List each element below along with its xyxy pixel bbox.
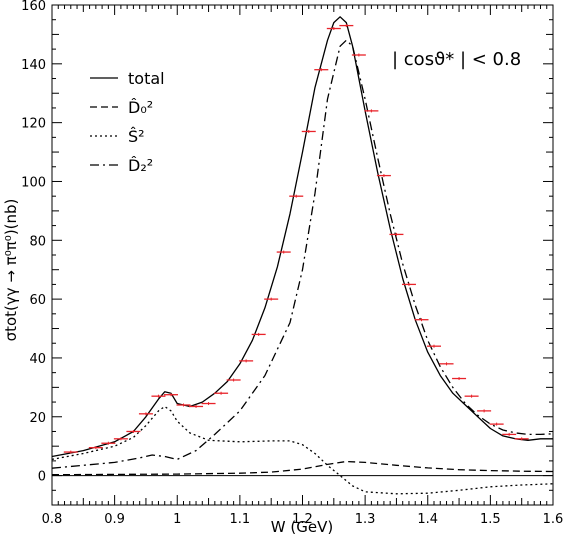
legend-label: total <box>128 69 165 88</box>
x-axis-label: W (GeV) <box>271 518 333 536</box>
series-line-dashed <box>51 460 554 476</box>
x-tick-label: 1.3 <box>355 512 376 527</box>
series-layer <box>51 16 554 495</box>
x-tick-label: 1.1 <box>230 512 251 527</box>
x-tick-label: 1 <box>173 512 181 527</box>
legend: total D̂₀² Ŝ² D̂₂² <box>90 69 165 175</box>
y-tick-label: 40 <box>29 352 46 367</box>
x-tick-label: 1.6 <box>543 512 564 527</box>
y-axis-label: σtot(γγ → π⁰π⁰)(nb) <box>2 199 20 342</box>
data-points-layer <box>63 24 529 454</box>
legend-label: Ŝ² <box>128 127 145 146</box>
angle-cut-annotation: | cosϑ* | < 0.8 <box>392 49 521 70</box>
series-line-solid <box>51 16 553 458</box>
x-tick-label: 1.2 <box>292 512 313 527</box>
y-tick-label: 80 <box>29 234 46 249</box>
y-tick-label: 60 <box>29 293 46 308</box>
x-tick-label: 1.4 <box>417 512 438 527</box>
y-tick-label: 0 <box>38 470 46 485</box>
y-tick-label: 120 <box>21 117 46 132</box>
y-tick-label: 20 <box>29 411 46 426</box>
legend-label: D̂₀² <box>128 98 153 117</box>
legend-label: D̂₂² <box>128 156 153 175</box>
series-line-dashdot <box>51 39 554 469</box>
x-tick-label: 1.5 <box>480 512 501 527</box>
x-tick-label: 0.9 <box>104 512 125 527</box>
axes-layer: 0.8 0.9 1 1.1 1.2 1.3 1.4 1.5 1.6 0 20 40 60 80 100 120… <box>21 0 563 527</box>
y-tick-label: 140 <box>21 58 46 73</box>
y-tick-label: 100 <box>21 175 46 190</box>
series-line-dotted <box>51 405 554 495</box>
y-tick-label: 160 <box>21 0 46 14</box>
x-tick-label: 0.8 <box>42 512 63 527</box>
